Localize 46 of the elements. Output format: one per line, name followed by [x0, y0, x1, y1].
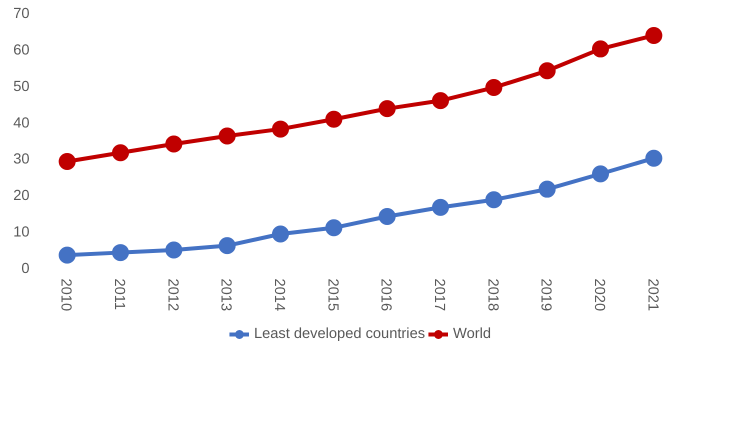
- legend-label: Least developed countries: [254, 326, 426, 342]
- x-tick-label: 2015: [324, 278, 340, 312]
- point: [165, 242, 182, 258]
- point: [432, 198, 449, 216]
- point: [325, 219, 342, 236]
- point: [165, 136, 182, 152]
- x-tick-label: 2021: [644, 278, 660, 312]
- point: [592, 165, 609, 182]
- x-tick-label: 2014: [271, 278, 287, 312]
- y-tick-label: 10: [13, 224, 30, 241]
- point: [485, 191, 502, 208]
- legend-label: World: [453, 326, 492, 342]
- point: [325, 110, 342, 128]
- x-tick-label: 2019: [538, 278, 554, 312]
- y-tick-label: 40: [13, 115, 30, 132]
- point: [58, 153, 76, 170]
- y-tick-label: 50: [13, 78, 30, 95]
- x-tick-label: 2012: [164, 278, 180, 312]
- x-tick-label: 2020: [591, 278, 607, 312]
- x-tick-label: 2011: [111, 278, 127, 310]
- point: [272, 226, 289, 242]
- point: [272, 120, 289, 138]
- x-tick-label: 2017: [431, 278, 447, 312]
- point: [378, 208, 396, 225]
- y-tick-label: 70: [13, 6, 30, 22]
- y-tick-label: 20: [13, 188, 30, 204]
- y-tick-label: 30: [13, 152, 30, 168]
- point: [58, 246, 76, 264]
- y-tick-label: 0: [21, 261, 30, 277]
- point: [112, 244, 129, 262]
- point: [538, 62, 556, 80]
- point: [645, 26, 662, 44]
- point: [112, 144, 129, 162]
- point: [218, 128, 236, 144]
- y-tick-label: 60: [13, 42, 30, 58]
- point: [432, 92, 449, 110]
- point: [645, 150, 662, 167]
- point: [538, 180, 556, 198]
- x-tick-label: 2010: [58, 278, 74, 312]
- x-tick-label: 2016: [378, 278, 394, 312]
- point: [378, 100, 396, 118]
- point: [485, 79, 502, 96]
- point: [592, 40, 609, 58]
- point: [218, 237, 236, 254]
- x-tick-label: 2013: [218, 278, 234, 312]
- x-tick-label: 2018: [484, 278, 500, 312]
